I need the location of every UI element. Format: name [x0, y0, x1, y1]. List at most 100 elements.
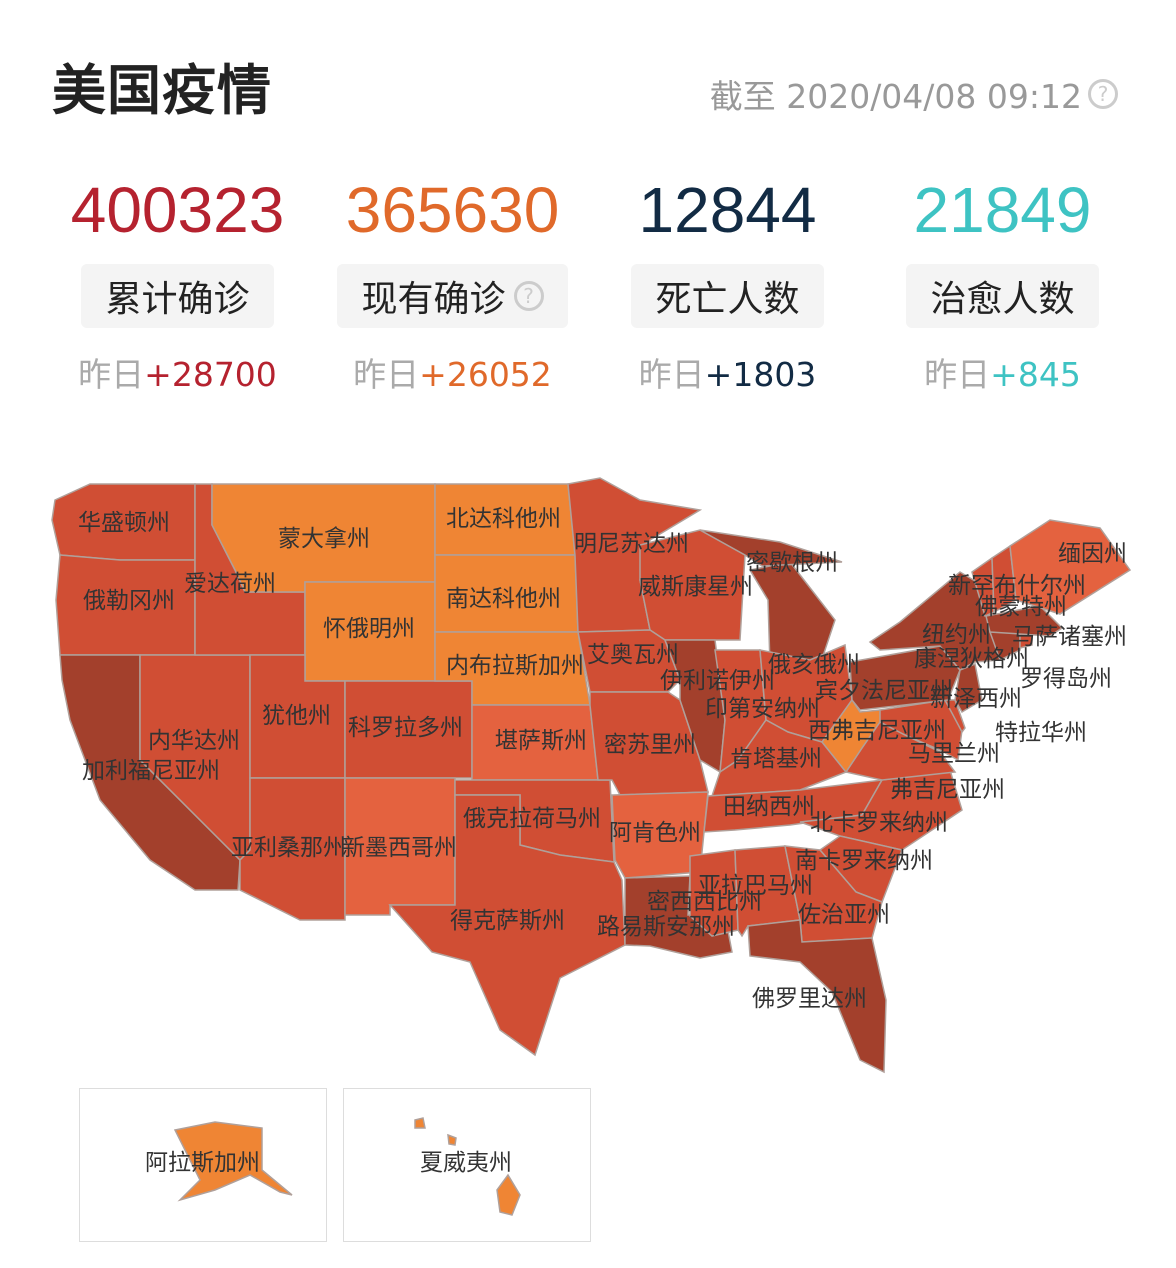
alaska-inset — [79, 1088, 327, 1242]
state-label-in: 印第安纳州 — [705, 696, 820, 722]
stat-label-box: 现有确诊? — [337, 264, 568, 328]
stat-label: 现有确诊 — [361, 279, 506, 320]
state-label-nv: 内华达州 — [148, 728, 240, 754]
stat-label: 累计确诊 — [105, 279, 250, 320]
state-label-nm: 新墨西哥州 — [342, 835, 457, 861]
state-label-co: 科罗拉多州 — [348, 715, 463, 741]
state-label-il: 伊利诺伊州 — [660, 668, 775, 694]
state-ny[interactable] — [868, 571, 1001, 671]
state-label-ks: 堪萨斯州 — [495, 728, 587, 754]
state-label-wv: 西弗吉尼亚州 — [808, 718, 946, 744]
state-label-wa: 华盛顿州 — [78, 510, 170, 536]
state-label-ne: 内布拉斯加州 — [446, 653, 584, 679]
timestamp: 截至 2020/04/08 09:12 — [709, 77, 1082, 116]
stat-value: 365630 — [345, 174, 560, 246]
state-label-nh: 新罕布什尔州 — [948, 573, 1086, 599]
state-label-mo: 密苏里州 — [604, 732, 696, 758]
state-label-fl: 佛罗里达州 — [752, 986, 867, 1012]
yesterday-delta: +1803 — [704, 355, 817, 394]
yesterday-prefix: 昨日 — [638, 355, 705, 394]
stat-yesterday: 昨日+28700 — [78, 348, 277, 396]
state-label-mi: 密歇根州 — [746, 550, 838, 576]
stat-label: 治愈人数 — [930, 279, 1075, 320]
state-label-nj: 新泽西州 — [930, 686, 1022, 712]
state-label-ga: 佐治亚州 — [798, 902, 890, 928]
state-label-sc: 南卡罗来纳州 — [795, 848, 933, 874]
state-label-la: 路易斯安那州 — [597, 914, 735, 940]
state-label-ct: 康涅狄格州 — [914, 646, 1029, 672]
state-label-nc: 北卡罗来纳州 — [810, 810, 948, 836]
stat-yesterday: 昨日+1803 — [639, 348, 817, 396]
stat-confirmed-total: 400323 累计确诊 昨日+28700 — [40, 170, 315, 396]
hawaii-inset — [343, 1088, 591, 1242]
state-label-al: 亚拉巴马州 — [698, 873, 813, 899]
state-label-wy: 怀俄明州 — [323, 616, 415, 642]
stat-label-box: 治愈人数 — [906, 264, 1099, 328]
stat-value: 12844 — [638, 174, 817, 246]
state-label-va: 弗吉尼亚州 — [890, 777, 1005, 803]
yesterday-delta: +28700 — [144, 355, 277, 394]
stat-yesterday: 昨日+845 — [924, 348, 1081, 396]
state-label-mn: 明尼苏达州 — [574, 531, 689, 557]
state-fl[interactable] — [747, 919, 887, 1074]
state-label-tn: 田纳西州 — [723, 794, 815, 820]
state-label-pa: 宾夕法尼亚州 — [815, 678, 953, 704]
state-label-nd: 北达科他州 — [446, 506, 561, 532]
yesterday-prefix: 昨日 — [78, 355, 145, 394]
stat-label-box: 死亡人数 — [631, 264, 824, 328]
state-label-sd: 南达科他州 — [446, 586, 561, 612]
state-label-de: 特拉华州 — [995, 720, 1087, 746]
state-label-me: 缅因州 — [1058, 541, 1127, 567]
state-nj[interactable] — [954, 662, 983, 714]
state-me[interactable] — [1009, 519, 1132, 615]
stat-deaths: 12844 死亡人数 昨日+1803 — [590, 170, 865, 396]
state-label-oh: 俄亥俄州 — [768, 652, 860, 678]
stat-value: 21849 — [913, 174, 1092, 246]
yesterday-prefix: 昨日 — [353, 355, 420, 394]
stat-value: 400323 — [70, 174, 285, 246]
state-label-ca: 加利福尼亚州 — [82, 758, 220, 784]
state-tx[interactable] — [388, 794, 626, 1057]
state-label-ak: 阿拉斯加州 — [145, 1150, 260, 1176]
state-label-tx: 得克萨斯州 — [450, 908, 565, 934]
state-label-or: 俄勒冈州 — [83, 588, 175, 614]
state-hi[interactable] — [447, 1133, 457, 1146]
state-mi[interactable] — [699, 529, 843, 567]
stat-label-box: 累计确诊 — [81, 264, 274, 328]
state-label-wi: 威斯康星州 — [638, 574, 753, 600]
state-label-ok: 俄克拉荷马州 — [463, 806, 601, 832]
state-label-ms: 密西西比州 — [647, 889, 762, 915]
state-ms[interactable] — [689, 849, 739, 937]
state-label-md: 马里兰州 — [908, 741, 1000, 767]
yesterday-delta: +26052 — [419, 355, 552, 394]
state-label-ny: 纽约州 — [922, 622, 991, 648]
stats-row: 400323 累计确诊 昨日+28700 365630 现有确诊? 昨日+260… — [40, 170, 1140, 396]
yesterday-delta: +845 — [990, 355, 1081, 394]
state-ak[interactable] — [173, 1121, 293, 1202]
state-label-ri: 罗得岛州 — [1020, 666, 1112, 692]
question-circle-icon[interactable]: ? — [1088, 79, 1118, 109]
state-hi[interactable] — [414, 1117, 426, 1129]
stat-label: 死亡人数 — [655, 279, 800, 320]
state-ma[interactable] — [985, 605, 1064, 637]
update-time: 截至 2020/04/08 09:12 ? — [710, 70, 1118, 118]
state-label-ut: 犹他州 — [262, 703, 331, 729]
state-hi[interactable] — [496, 1173, 521, 1216]
stat-yesterday: 昨日+26052 — [353, 348, 552, 396]
state-label-az: 亚利桑那州 — [231, 835, 346, 861]
state-label-vt: 佛蒙特州 — [975, 594, 1067, 620]
state-label-ma: 马萨诸塞州 — [1012, 624, 1127, 650]
state-label-mt: 蒙大拿州 — [278, 525, 370, 552]
state-label-ia: 艾奥瓦州 — [587, 642, 679, 668]
state-de[interactable] — [943, 699, 966, 734]
state-label-ky: 肯塔基州 — [730, 746, 822, 772]
stat-confirmed-current: 365630 现有确诊? 昨日+26052 — [315, 170, 590, 396]
state-ar[interactable] — [611, 791, 709, 879]
question-circle-icon[interactable]: ? — [513, 281, 544, 311]
state-label-id: 爱达荷州 — [184, 571, 276, 597]
state-label-hi: 夏威夷州 — [420, 1150, 512, 1176]
state-mi[interactable] — [748, 561, 836, 666]
state-label-ar: 阿肯色州 — [609, 820, 701, 846]
stat-recovered: 21849 治愈人数 昨日+845 — [865, 170, 1140, 396]
